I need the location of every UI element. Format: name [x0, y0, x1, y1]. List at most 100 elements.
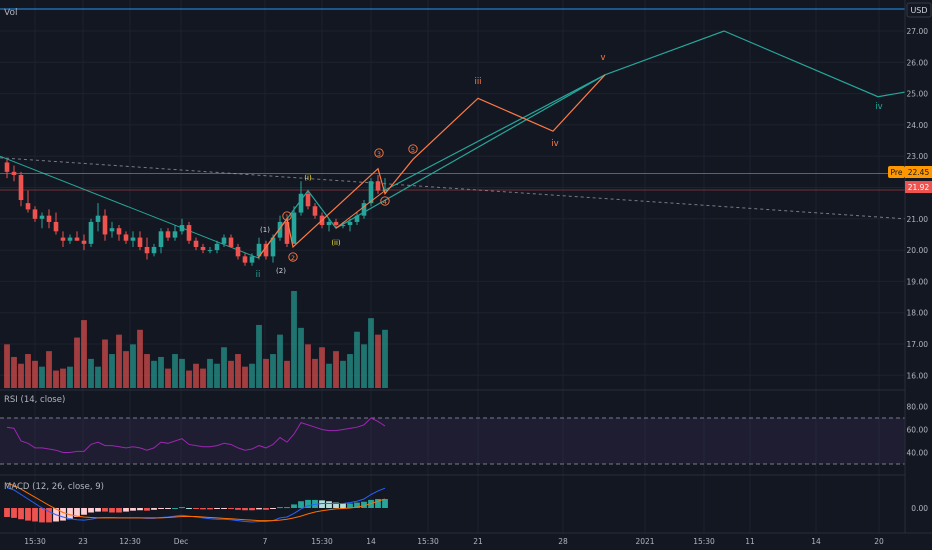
volume-bar — [172, 354, 178, 388]
vol-label: Vol — [4, 8, 17, 18]
pre-price-value: 22.45 — [908, 168, 930, 177]
macd-histogram-bar — [242, 508, 248, 511]
time-tick-label: 11 — [745, 537, 755, 546]
volume-bar — [137, 329, 143, 388]
candle-body — [95, 215, 101, 222]
price-tick-label: 18.00 — [907, 309, 929, 318]
macd-histogram-bar — [256, 508, 262, 510]
macd-label[interactable]: MACD (12, 26, close, 9) — [4, 482, 104, 492]
candle-body — [39, 215, 45, 219]
volume-bar — [263, 358, 269, 388]
candle-body — [11, 171, 17, 175]
price-tick-label: 16.00 — [907, 371, 929, 380]
volume-bar — [312, 358, 318, 388]
macd-histogram-bar — [81, 508, 87, 515]
wave-sublabel: 2 — [291, 254, 295, 262]
volume-bar — [347, 354, 353, 388]
volume-bar — [228, 360, 234, 388]
macd-histogram-bar — [319, 500, 325, 508]
candle-body — [102, 215, 108, 235]
candle-body — [256, 243, 262, 257]
volume-bar — [130, 344, 136, 388]
volume-bar — [333, 351, 339, 388]
macd-histogram-bar — [67, 508, 73, 520]
volume-bar — [221, 347, 227, 388]
candle-body — [25, 203, 31, 210]
macd-histogram-bar — [137, 508, 143, 511]
volume-bar — [81, 320, 87, 388]
volume-bar — [368, 318, 374, 388]
candle-body — [200, 246, 206, 251]
macd-histogram-bar — [151, 508, 157, 510]
price-tick-label: 27.00 — [907, 27, 929, 36]
volume-bar — [354, 331, 360, 388]
wave-sublabel: (i) — [304, 174, 312, 182]
time-axis[interactable]: 15:30 23 12:30 Dec 7 15:30 14 15:30 21 28 2021 15:3… — [24, 537, 884, 546]
candle-body — [109, 228, 115, 232]
candle-body — [340, 225, 346, 227]
price-tick-label: 24.00 — [907, 121, 929, 130]
macd-histogram-bar — [193, 508, 199, 509]
price-tick-label: 21.00 — [907, 215, 929, 224]
volume-bar — [242, 366, 248, 388]
wave-label: ii — [256, 270, 261, 280]
candle-body — [46, 215, 52, 222]
macd-histogram-bar — [186, 508, 192, 509]
last-price-value: 21.92 — [908, 183, 930, 192]
last-price-badge — [905, 181, 932, 193]
volume-bar — [256, 324, 262, 388]
candle-body — [326, 221, 332, 226]
volume-bar — [361, 344, 367, 388]
pre-badge-tag — [888, 166, 905, 178]
candle-body — [32, 209, 38, 219]
macd-histogram-bar — [172, 508, 178, 509]
volume-bar — [319, 347, 325, 388]
rsi-label[interactable]: RSI (14, close) — [4, 395, 65, 405]
volume-bar — [4, 344, 10, 388]
macd-histogram-bar — [200, 508, 206, 510]
time-tick-label: Dec — [174, 537, 189, 546]
macd-histogram-bar — [340, 503, 346, 508]
macd-histogram-bar — [333, 502, 339, 508]
macd-histogram-bar — [326, 501, 332, 508]
time-tick-label: 20 — [874, 537, 884, 546]
macd-histogram-bar — [95, 508, 101, 512]
candle-body — [333, 221, 339, 226]
candle-body — [81, 240, 87, 244]
wave-label: iv — [551, 139, 558, 149]
macd-histogram-bar — [4, 508, 10, 517]
macd-histogram-bar — [11, 508, 17, 518]
price-tick-label: 25.00 — [907, 90, 929, 99]
rsi-series — [6, 417, 386, 453]
macd-signal-line — [6, 482, 386, 522]
volume-bars — [4, 291, 388, 388]
candle-body — [4, 162, 10, 172]
wave-label-circle — [380, 196, 390, 206]
candle-body — [193, 240, 199, 247]
candle-body — [249, 256, 255, 263]
macd-histogram-bar — [102, 508, 108, 512]
candles — [4, 159, 388, 266]
volume-bar — [109, 354, 115, 388]
price-tick-label: 17.00 — [907, 340, 929, 349]
trend-lines[interactable] — [0, 155, 906, 259]
currency-label: USD — [910, 6, 927, 15]
macd-histogram-bar — [277, 507, 283, 509]
volume-bar — [11, 356, 17, 388]
time-tick-label: 28 — [558, 537, 568, 546]
macd-histogram-bar — [179, 507, 185, 509]
candle-body — [263, 243, 269, 257]
volume-bar — [326, 363, 332, 388]
macd-histogram-bar — [235, 508, 241, 510]
wave-label-circle — [408, 144, 418, 154]
currency-badge[interactable] — [906, 2, 932, 18]
elliott-wave-projection[interactable] — [257, 30, 906, 259]
macd-histogram-bar — [270, 508, 276, 509]
candle-body — [228, 237, 234, 247]
candle-body — [361, 203, 367, 216]
volume-bar — [88, 358, 94, 388]
macd-histogram-bar — [32, 508, 38, 522]
candle-body — [242, 256, 248, 263]
volume-bar — [18, 363, 24, 388]
